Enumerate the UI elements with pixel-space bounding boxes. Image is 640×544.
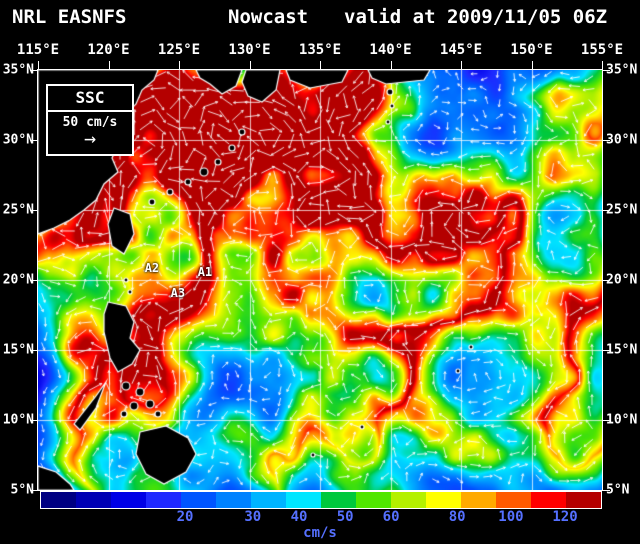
lat-tick-mark <box>30 140 37 141</box>
colorbar-tick-label: 80 <box>448 509 466 525</box>
colorbar-cell <box>41 492 76 508</box>
lon-tick-label: 115°E <box>16 42 60 58</box>
run-type-title: Nowcast <box>228 6 309 28</box>
lat-tick-label: 25°N <box>606 202 638 218</box>
lon-tick-mark <box>320 61 321 69</box>
colorbar <box>40 491 602 509</box>
station-label-a2: A2 <box>144 260 160 275</box>
lat-tick-mark <box>30 490 37 491</box>
colorbar-cell <box>566 492 601 508</box>
lat-tick-label: 20°N <box>2 272 34 288</box>
reference-vector-arrow-icon: → <box>83 126 97 150</box>
colorbar-cell <box>531 492 566 508</box>
lat-tick-label: 15°N <box>606 342 638 358</box>
colorbar-cell <box>216 492 251 508</box>
colorbar-cell <box>76 492 111 508</box>
lat-tick-mark <box>30 420 37 421</box>
lon-tick-label: 150°E <box>510 42 553 58</box>
legend: SSC 50 cm/s → <box>46 84 134 156</box>
lat-tick-label: 35°N <box>606 62 638 78</box>
colorbar-cell <box>356 492 391 508</box>
lat-tick-mark <box>30 70 37 71</box>
legend-title: SSC <box>75 88 105 107</box>
colorbar-tick-label: 120 <box>552 509 578 525</box>
lon-tick-label: 120°E <box>87 42 130 58</box>
colorbar-tick-label: 60 <box>382 509 400 525</box>
lat-tick-mark <box>603 210 610 211</box>
lon-tick-label: 145°E <box>439 42 483 58</box>
colorbar-tick-label: 50 <box>336 509 354 525</box>
lon-tick-label: 125°E <box>157 42 201 58</box>
lat-tick-mark <box>603 490 610 491</box>
lat-tick-mark <box>603 70 610 71</box>
lon-tick-label: 135°E <box>298 42 342 58</box>
colorbar-tick-label: 20 <box>176 509 194 525</box>
colorbar-units-label: cm/s <box>303 525 337 541</box>
station-label-a3: A3 <box>170 286 186 301</box>
lat-tick-label: 30°N <box>606 132 638 148</box>
lat-tick-label: 15°N <box>2 342 34 358</box>
lon-tick-label: 155°E <box>580 42 624 58</box>
lat-tick-label: 10°N <box>2 412 34 428</box>
station-label-a1: A1 <box>197 265 213 280</box>
colorbar-cell <box>181 492 216 508</box>
colorbar-tick-label: 100 <box>498 509 524 525</box>
lon-tick-label: 140°E <box>369 42 412 58</box>
colorbar-tick-label: 40 <box>290 509 308 525</box>
legend-title-box: SSC <box>46 84 134 112</box>
colorbar-tick-label: 30 <box>244 509 262 525</box>
lon-tick-mark <box>179 61 180 69</box>
model-name-title: NRL EASNFS <box>12 6 127 28</box>
lat-tick-label: 5°N <box>606 482 630 498</box>
lon-tick-mark <box>531 61 533 69</box>
colorbar-cell <box>496 492 531 508</box>
colorbar-cell <box>286 492 321 508</box>
valid-time-title: valid at 2009/11/05 06Z <box>344 6 608 28</box>
lat-tick-label: 25°N <box>2 202 34 218</box>
lat-tick-mark <box>603 140 610 141</box>
lat-tick-label: 20°N <box>606 272 638 288</box>
lon-tick-mark <box>249 61 251 69</box>
reference-vector-box: 50 cm/s → <box>46 112 134 156</box>
colorbar-cell <box>111 492 146 508</box>
lon-tick-mark <box>461 61 462 69</box>
colorbar-cell <box>426 492 461 508</box>
lat-tick-label: 35°N <box>2 62 34 78</box>
lon-tick-mark <box>108 61 110 69</box>
reference-vector-label: 50 cm/s <box>62 115 118 130</box>
lon-tick-mark <box>38 61 39 69</box>
lat-tick-mark <box>603 350 610 351</box>
colorbar-cell <box>146 492 181 508</box>
lon-tick-mark <box>602 61 603 69</box>
lon-tick-label: 130°E <box>228 42 271 58</box>
lat-tick-mark <box>30 350 37 351</box>
lon-tick-mark <box>390 61 392 69</box>
colorbar-cell <box>391 492 426 508</box>
lat-tick-mark <box>603 420 610 421</box>
lat-tick-label: 10°N <box>606 412 638 428</box>
lat-tick-mark <box>603 280 610 281</box>
lat-tick-label: 5°N <box>10 482 34 498</box>
colorbar-cell <box>321 492 356 508</box>
colorbar-cell <box>251 492 286 508</box>
lat-tick-mark <box>30 210 37 211</box>
lat-tick-mark <box>30 280 37 281</box>
colorbar-cell <box>461 492 496 508</box>
lat-tick-label: 30°N <box>2 132 34 148</box>
